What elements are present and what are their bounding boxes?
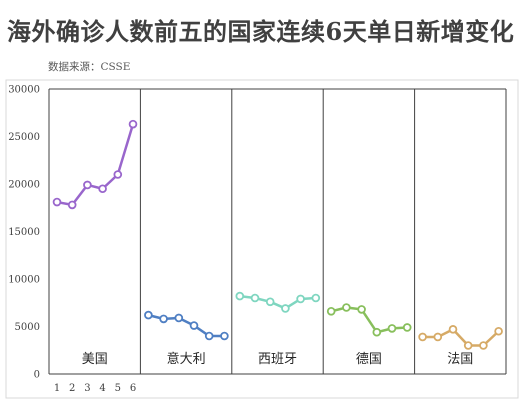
data-point (83, 180, 92, 190)
series-5: 法国 (418, 325, 503, 367)
x-tick-label: 1 (54, 383, 60, 394)
data-point (67, 200, 77, 210)
series-line (56, 123, 135, 207)
data-point (220, 331, 229, 341)
data-point (281, 304, 290, 313)
x-tick-label: 3 (84, 383, 90, 394)
data-point (174, 313, 184, 323)
data-point (402, 323, 412, 332)
data-point (235, 291, 245, 301)
data-point (326, 306, 336, 316)
country-label: 美国 (82, 352, 108, 367)
data-point (265, 297, 275, 307)
data-point (113, 170, 123, 179)
y-tick-label: 10000 (8, 275, 40, 286)
chart-title: 海外确诊人数前五的国家连续6天单日新增变化 (7, 17, 515, 46)
data-point (357, 305, 366, 314)
series-3: 西班牙 (235, 291, 321, 367)
y-tick-label: 0 (34, 370, 40, 381)
data-point (159, 314, 168, 324)
data-point (433, 332, 443, 342)
x-tick-label: 6 (130, 383, 136, 394)
data-point (387, 324, 397, 333)
y-tick-label: 25000 (8, 132, 40, 143)
data-point (52, 197, 62, 207)
country-label: 法国 (447, 352, 473, 367)
data-point (296, 294, 305, 304)
data-point (479, 341, 488, 350)
country-label: 意大利 (167, 351, 206, 367)
x-tick-label: 5 (115, 383, 121, 394)
data-point (311, 293, 321, 303)
y-tick-label: 15000 (8, 227, 40, 238)
data-point (128, 119, 138, 129)
data-point (204, 331, 214, 341)
source-note: 数据来源：CSSE (48, 61, 131, 73)
data-point (98, 184, 107, 194)
country-label: 德国 (356, 352, 382, 367)
data-point (463, 341, 473, 350)
y-tick-label: 20000 (8, 180, 40, 191)
series-4: 德国 (326, 303, 412, 367)
data-point (448, 325, 458, 334)
series-1: 美国 (52, 119, 138, 367)
y-tick-label: 30000 (8, 85, 40, 96)
y-tick-label: 5000 (15, 322, 40, 333)
data-point (418, 332, 427, 342)
x-tick-label: 2 (69, 383, 75, 394)
data-point (144, 310, 153, 320)
data-point (372, 327, 382, 337)
series-2: 意大利 (144, 310, 229, 367)
country-label: 西班牙 (258, 352, 297, 367)
data-point (342, 303, 351, 312)
x-tick-label: 4 (99, 383, 105, 394)
chart-area-border (5, 79, 519, 399)
data-point (189, 321, 199, 330)
data-point (494, 326, 503, 336)
data-point (250, 293, 260, 303)
